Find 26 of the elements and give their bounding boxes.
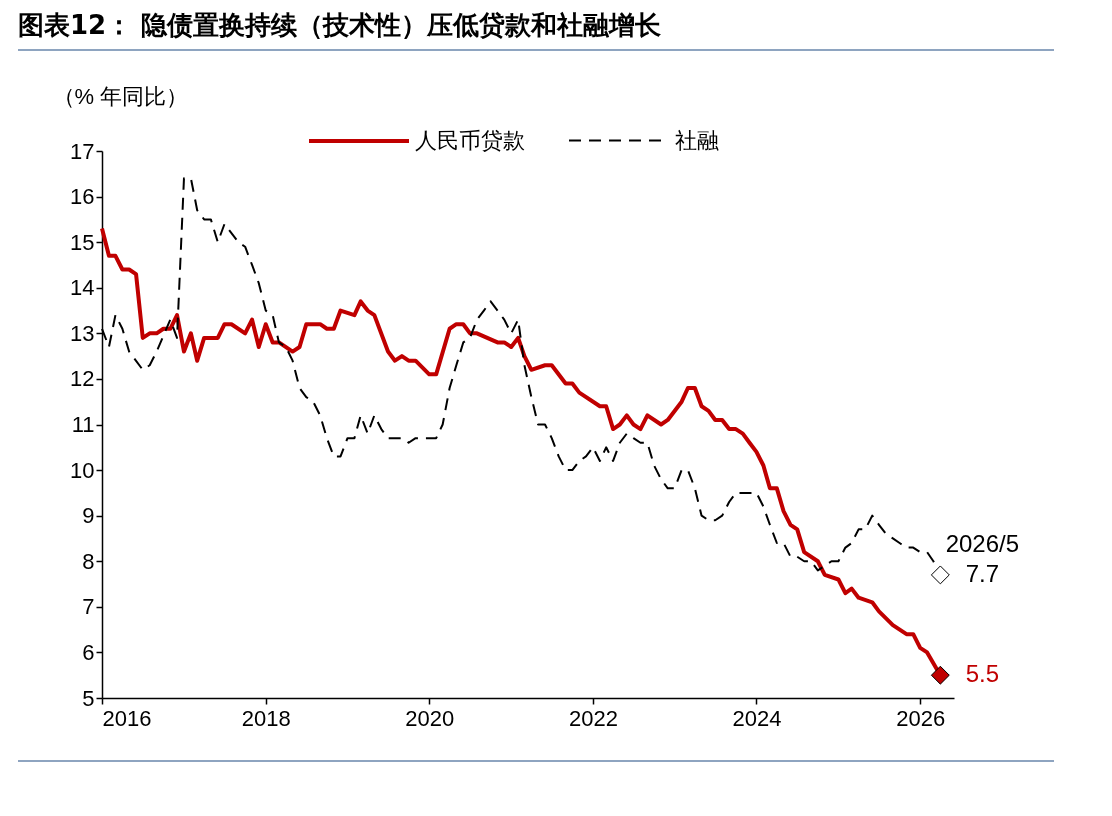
annotation: 5.5 [965, 660, 1000, 688]
y-tick-label: 10 [70, 457, 95, 483]
y-tick-label: 12 [70, 366, 95, 392]
x-tick-label: 2022 [568, 705, 618, 731]
chart-title: 图表12： 隐债置换持续（技术性）压低贷款和社融增长 [18, 8, 1054, 51]
x-tick-label: 2020 [405, 705, 455, 731]
annotation: 2026/5 [945, 529, 1020, 557]
y-tick-label: 11 [71, 412, 95, 437]
legend-label: 社融 [675, 127, 719, 153]
y-tick-label: 7 [82, 594, 95, 620]
y-tick-label: 15 [70, 229, 95, 255]
x-tick-label: 2026 [896, 705, 946, 731]
x-tick-label: 2016 [102, 705, 152, 731]
annotation: 7.7 [965, 559, 1000, 587]
y-tick-label: 5 [82, 685, 95, 711]
y-tick-label: 9 [82, 503, 95, 529]
y-tick-label: 14 [70, 275, 95, 301]
y-tick-label: 6 [82, 639, 95, 665]
y-axis-title: （% 年同比） [52, 83, 189, 109]
y-tick-label: 17 [70, 138, 95, 164]
y-tick-label: 16 [70, 184, 95, 210]
legend-label: 人民币贷款 [415, 128, 525, 153]
x-tick-label: 2024 [732, 705, 782, 731]
x-tick-label: 2018 [241, 705, 291, 731]
y-tick-label: 13 [70, 320, 95, 346]
y-tick-label: 8 [82, 548, 95, 574]
